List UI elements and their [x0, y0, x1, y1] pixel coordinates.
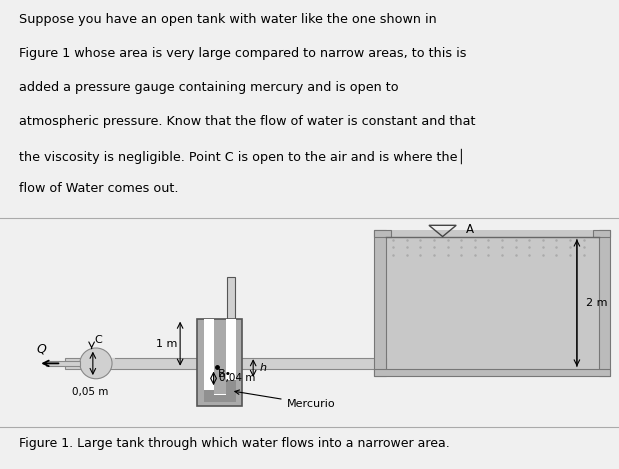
Bar — [386, 230, 599, 370]
Text: 1 m: 1 m — [155, 339, 177, 348]
Bar — [593, 230, 610, 236]
Ellipse shape — [80, 348, 112, 379]
Bar — [214, 394, 226, 401]
Text: added a pressure gauge containing mercury and is open to: added a pressure gauge containing mercur… — [19, 81, 398, 94]
Text: 0,04 m: 0,04 m — [219, 373, 255, 383]
Text: 0,05 m: 0,05 m — [72, 387, 108, 397]
Bar — [374, 230, 391, 236]
Text: h: h — [259, 363, 266, 373]
Bar — [46, 361, 80, 366]
Bar — [96, 358, 115, 369]
Text: B•: B• — [218, 369, 232, 379]
Bar — [226, 380, 236, 401]
Bar — [374, 370, 610, 376]
Text: the viscosity is negligible. Point C is open to the air and is where the│: the viscosity is negligible. Point C is … — [19, 149, 465, 164]
Text: Mercurio: Mercurio — [235, 390, 335, 409]
Text: atmospheric pressure. Know that the flow of water is constant and that: atmospheric pressure. Know that the flow… — [19, 115, 475, 128]
Text: C: C — [95, 334, 103, 345]
Text: Q: Q — [37, 342, 46, 355]
Text: A: A — [466, 223, 474, 236]
Bar — [65, 358, 386, 369]
Bar — [214, 395, 226, 401]
Bar — [599, 230, 610, 376]
Bar — [204, 390, 214, 401]
Bar — [226, 319, 236, 401]
Bar — [204, 319, 214, 401]
Text: Figure 1 whose area is very large compared to narrow areas, to this is: Figure 1 whose area is very large compar… — [19, 47, 466, 60]
Bar — [197, 319, 242, 406]
Text: 2 m: 2 m — [586, 298, 608, 308]
Text: flow of Water comes out.: flow of Water comes out. — [19, 182, 178, 195]
Text: Suppose you have an open tank with water like the one shown in: Suppose you have an open tank with water… — [19, 14, 436, 26]
Bar — [374, 230, 386, 376]
Text: Figure 1. Large tank through which water flows into a narrower area.: Figure 1. Large tank through which water… — [19, 437, 449, 450]
Bar — [227, 278, 235, 321]
